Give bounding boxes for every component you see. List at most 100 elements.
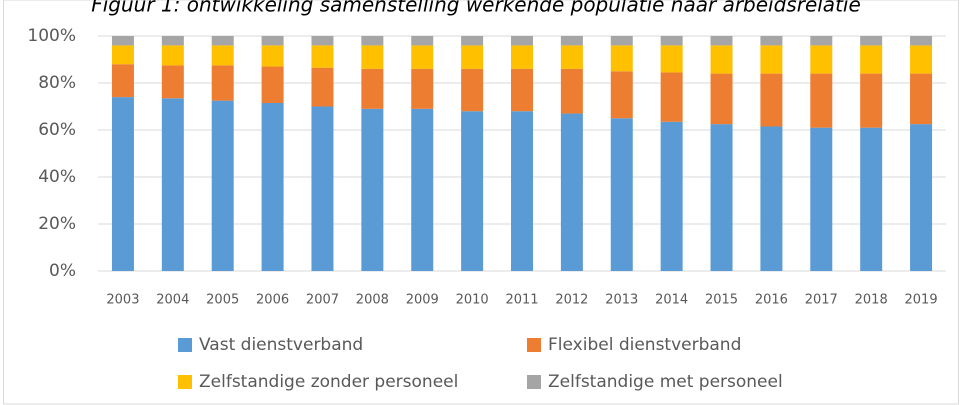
legend-swatch [527, 338, 541, 352]
bar-segment [111, 64, 134, 98]
bar-segment [560, 68, 583, 114]
bar-segment [511, 36, 533, 46]
y-tick-label: 80% [38, 73, 76, 93]
bar-segment [610, 45, 633, 72]
bar-segment [910, 124, 933, 271]
x-tick-label: 2012 [555, 293, 588, 308]
bar-segment [311, 36, 334, 46]
x-tick-label: 2005 [206, 293, 239, 308]
x-tick-label: 2004 [156, 293, 189, 308]
x-tick-label: 2014 [655, 293, 688, 308]
y-tick-label: 0% [49, 261, 76, 281]
bar-segment [161, 45, 184, 66]
bar-segment [511, 111, 533, 271]
chart-frame [3, 0, 959, 405]
bar-segment [660, 36, 683, 46]
bar-segment [111, 45, 134, 65]
bar-segment [261, 36, 284, 46]
bar-segment [660, 45, 683, 73]
legend-label: Zelfstandige zonder personeel [199, 372, 458, 392]
x-tick-label: 2011 [505, 293, 538, 308]
bar-segment [660, 72, 683, 122]
x-tick-label: 2008 [356, 293, 389, 308]
bar-segment [710, 45, 733, 74]
bar-segment [710, 124, 733, 271]
bar-segment [361, 68, 384, 109]
bar-segment [411, 45, 434, 69]
bar-segment [511, 68, 533, 112]
bar-segment [211, 100, 234, 271]
x-tick-label: 2013 [605, 293, 638, 308]
x-tick-label: 2015 [705, 293, 738, 308]
x-tick-label: 2018 [855, 293, 888, 308]
y-tick-label: 60% [38, 120, 76, 140]
bar-segment [610, 118, 633, 271]
legend-label: Vast dienstverband [199, 335, 363, 355]
chart-title: Figuur 1: ontwikkeling samenstelling wer… [91, 0, 861, 17]
bar-segment [710, 36, 733, 46]
bar-segment [760, 36, 783, 46]
bar-segment [211, 36, 234, 46]
x-tick-label: 2006 [256, 293, 289, 308]
bar-segment [660, 121, 683, 272]
bar-segment [511, 45, 533, 69]
bar-segment [760, 45, 783, 74]
bar-segment [161, 65, 184, 99]
bar-segment [111, 36, 134, 46]
bar-segment [760, 126, 783, 271]
bar-segment [760, 73, 783, 127]
bar-segment [910, 73, 933, 125]
bar-segment [311, 45, 334, 68]
legend-label: Flexibel dienstverband [548, 335, 741, 355]
bar-segment [610, 36, 633, 46]
x-tick-label: 2019 [905, 293, 938, 308]
bar-segment [361, 36, 384, 46]
bar-segment [860, 73, 883, 128]
bar-segment [411, 108, 434, 271]
y-tick-label: 100% [27, 26, 76, 46]
bar-segment [311, 106, 334, 271]
bar-segment [910, 45, 933, 74]
bar-segment [461, 111, 484, 271]
bar-segment [411, 68, 434, 109]
x-tick-label: 2016 [755, 293, 788, 308]
x-tick-label: 2010 [456, 293, 489, 308]
y-tick-label: 20% [38, 214, 76, 234]
legend-swatch [178, 338, 192, 352]
x-tick-label: 2007 [306, 293, 339, 308]
bar-segment [211, 45, 234, 66]
bar-segment [161, 36, 184, 46]
legend-swatch [527, 375, 541, 389]
bar-segment [311, 67, 334, 107]
bar-segment [161, 98, 184, 272]
bar-segment [710, 73, 733, 125]
bar-segment [860, 127, 883, 272]
bar-segment [560, 45, 583, 69]
x-tick-label: 2009 [406, 293, 439, 308]
bar-segment [810, 36, 833, 46]
bar-segment [560, 113, 583, 271]
legend-label: Zelfstandige met personeel [548, 372, 783, 392]
bar-segment [361, 108, 384, 271]
bar-segment [860, 36, 883, 46]
bar-segment [910, 36, 933, 46]
bar-segment [411, 36, 434, 46]
bar-segment [810, 127, 833, 272]
bar-segment [261, 45, 284, 67]
bar-segment [560, 36, 583, 46]
bar-segment [261, 102, 284, 271]
bar-segment [461, 45, 484, 69]
bar-segment [810, 45, 833, 74]
x-tick-label: 2017 [805, 293, 838, 308]
y-tick-label: 40% [38, 167, 76, 187]
bar-segment [610, 71, 633, 119]
bar-segment [111, 97, 134, 271]
legend-swatch [178, 375, 192, 389]
bar-segment [211, 65, 234, 101]
bar-segment [461, 68, 484, 112]
bar-segment [361, 45, 384, 69]
bar-segment [461, 36, 484, 46]
bar-segment [261, 66, 284, 103]
bar-segment [860, 45, 883, 74]
